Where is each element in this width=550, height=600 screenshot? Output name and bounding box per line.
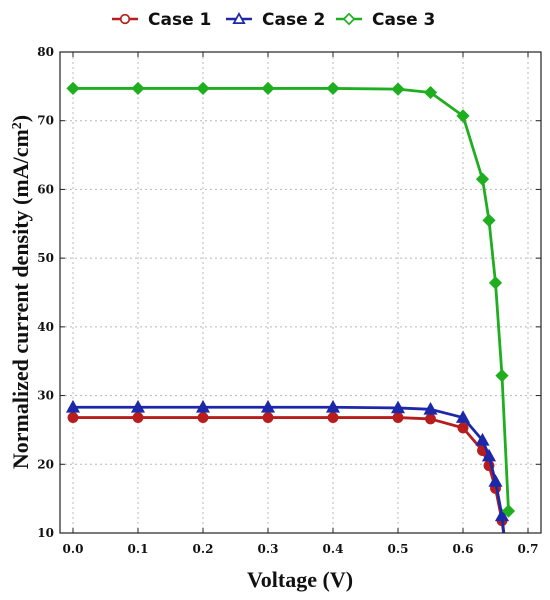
data-point	[67, 412, 79, 424]
y-tick-label: 10	[37, 526, 54, 540]
data-point	[326, 81, 340, 96]
x-tick-label: 0.0	[63, 542, 84, 556]
data-point	[455, 410, 471, 423]
data-point	[475, 172, 490, 186]
data-point	[196, 81, 210, 96]
plot-frame	[59, 51, 542, 534]
y-axis-title-close: )	[8, 115, 33, 122]
x-tick-label: 0.1	[128, 542, 149, 556]
data-point	[501, 504, 516, 518]
data-point	[390, 400, 406, 414]
legend-entry: Case 3	[336, 10, 435, 30]
series-3	[66, 81, 516, 518]
y-tick-label: 40	[37, 320, 54, 334]
data-point	[260, 399, 276, 413]
data-point	[495, 369, 509, 383]
x-tick-label: 0.6	[453, 542, 474, 556]
y-tick-label: 60	[37, 182, 54, 196]
data-point	[130, 399, 146, 413]
y-tick-label: 50	[37, 251, 54, 265]
y-tick-label: 70	[37, 114, 54, 128]
data-point	[423, 85, 438, 100]
data-point	[488, 474, 503, 487]
series-2	[65, 399, 511, 551]
legend-label: Case 2	[262, 10, 325, 30]
data-point	[66, 81, 80, 96]
x-tick-label: 0.3	[258, 542, 279, 556]
series-layer	[65, 81, 516, 551]
data-point	[65, 399, 81, 413]
legend-entry: Case 1	[112, 10, 211, 30]
y-axis-title: Normalized current density (mA/cm2)	[8, 115, 33, 469]
data-point	[457, 422, 469, 434]
y-axis-title-main: Normalized current density (mA/cm	[8, 129, 33, 469]
data-point	[132, 412, 144, 424]
data-point	[391, 82, 405, 96]
x-tick-label: 0.7	[518, 542, 539, 556]
data-point	[494, 508, 510, 522]
data-point	[131, 81, 145, 96]
x-axis-title: Voltage (V)	[247, 567, 353, 592]
data-point	[481, 448, 497, 462]
series-1	[67, 412, 510, 551]
data-point	[501, 542, 510, 551]
data-point	[327, 412, 339, 424]
data-point	[392, 412, 404, 424]
data-point	[261, 81, 275, 96]
grid	[60, 51, 541, 534]
ticks: 0.0 0.1 0.2 0.3 0.4 0.5 0.6 0.7 10 20 30 40 50 60 70 80	[37, 45, 541, 556]
y-tick-label: 20	[37, 457, 54, 471]
legend-marker	[119, 13, 131, 25]
data-point	[262, 412, 274, 424]
data-point	[195, 399, 211, 413]
data-point	[500, 541, 511, 551]
legend-label: Case 1	[148, 10, 211, 30]
legend: Case 1 Case 2 Case 3	[112, 10, 435, 30]
legend-label: Case 3	[372, 10, 435, 30]
data-point	[423, 401, 438, 415]
x-tick-label: 0.5	[388, 542, 409, 556]
x-tick-label: 0.2	[193, 542, 214, 556]
y-tick-label: 30	[37, 389, 54, 403]
data-point	[488, 276, 503, 290]
legend-entry: Case 2	[226, 10, 325, 30]
data-point	[425, 413, 436, 425]
y-axis-title-sup: 2	[10, 122, 25, 129]
data-point	[475, 432, 490, 446]
legend-marker	[342, 12, 356, 26]
legend-marker	[232, 12, 246, 25]
data-point	[325, 399, 341, 413]
x-tick-label: 0.4	[323, 542, 344, 556]
data-point	[197, 412, 209, 424]
data-point	[456, 109, 470, 123]
data-point	[482, 213, 496, 227]
y-tick-label: 80	[37, 45, 54, 59]
